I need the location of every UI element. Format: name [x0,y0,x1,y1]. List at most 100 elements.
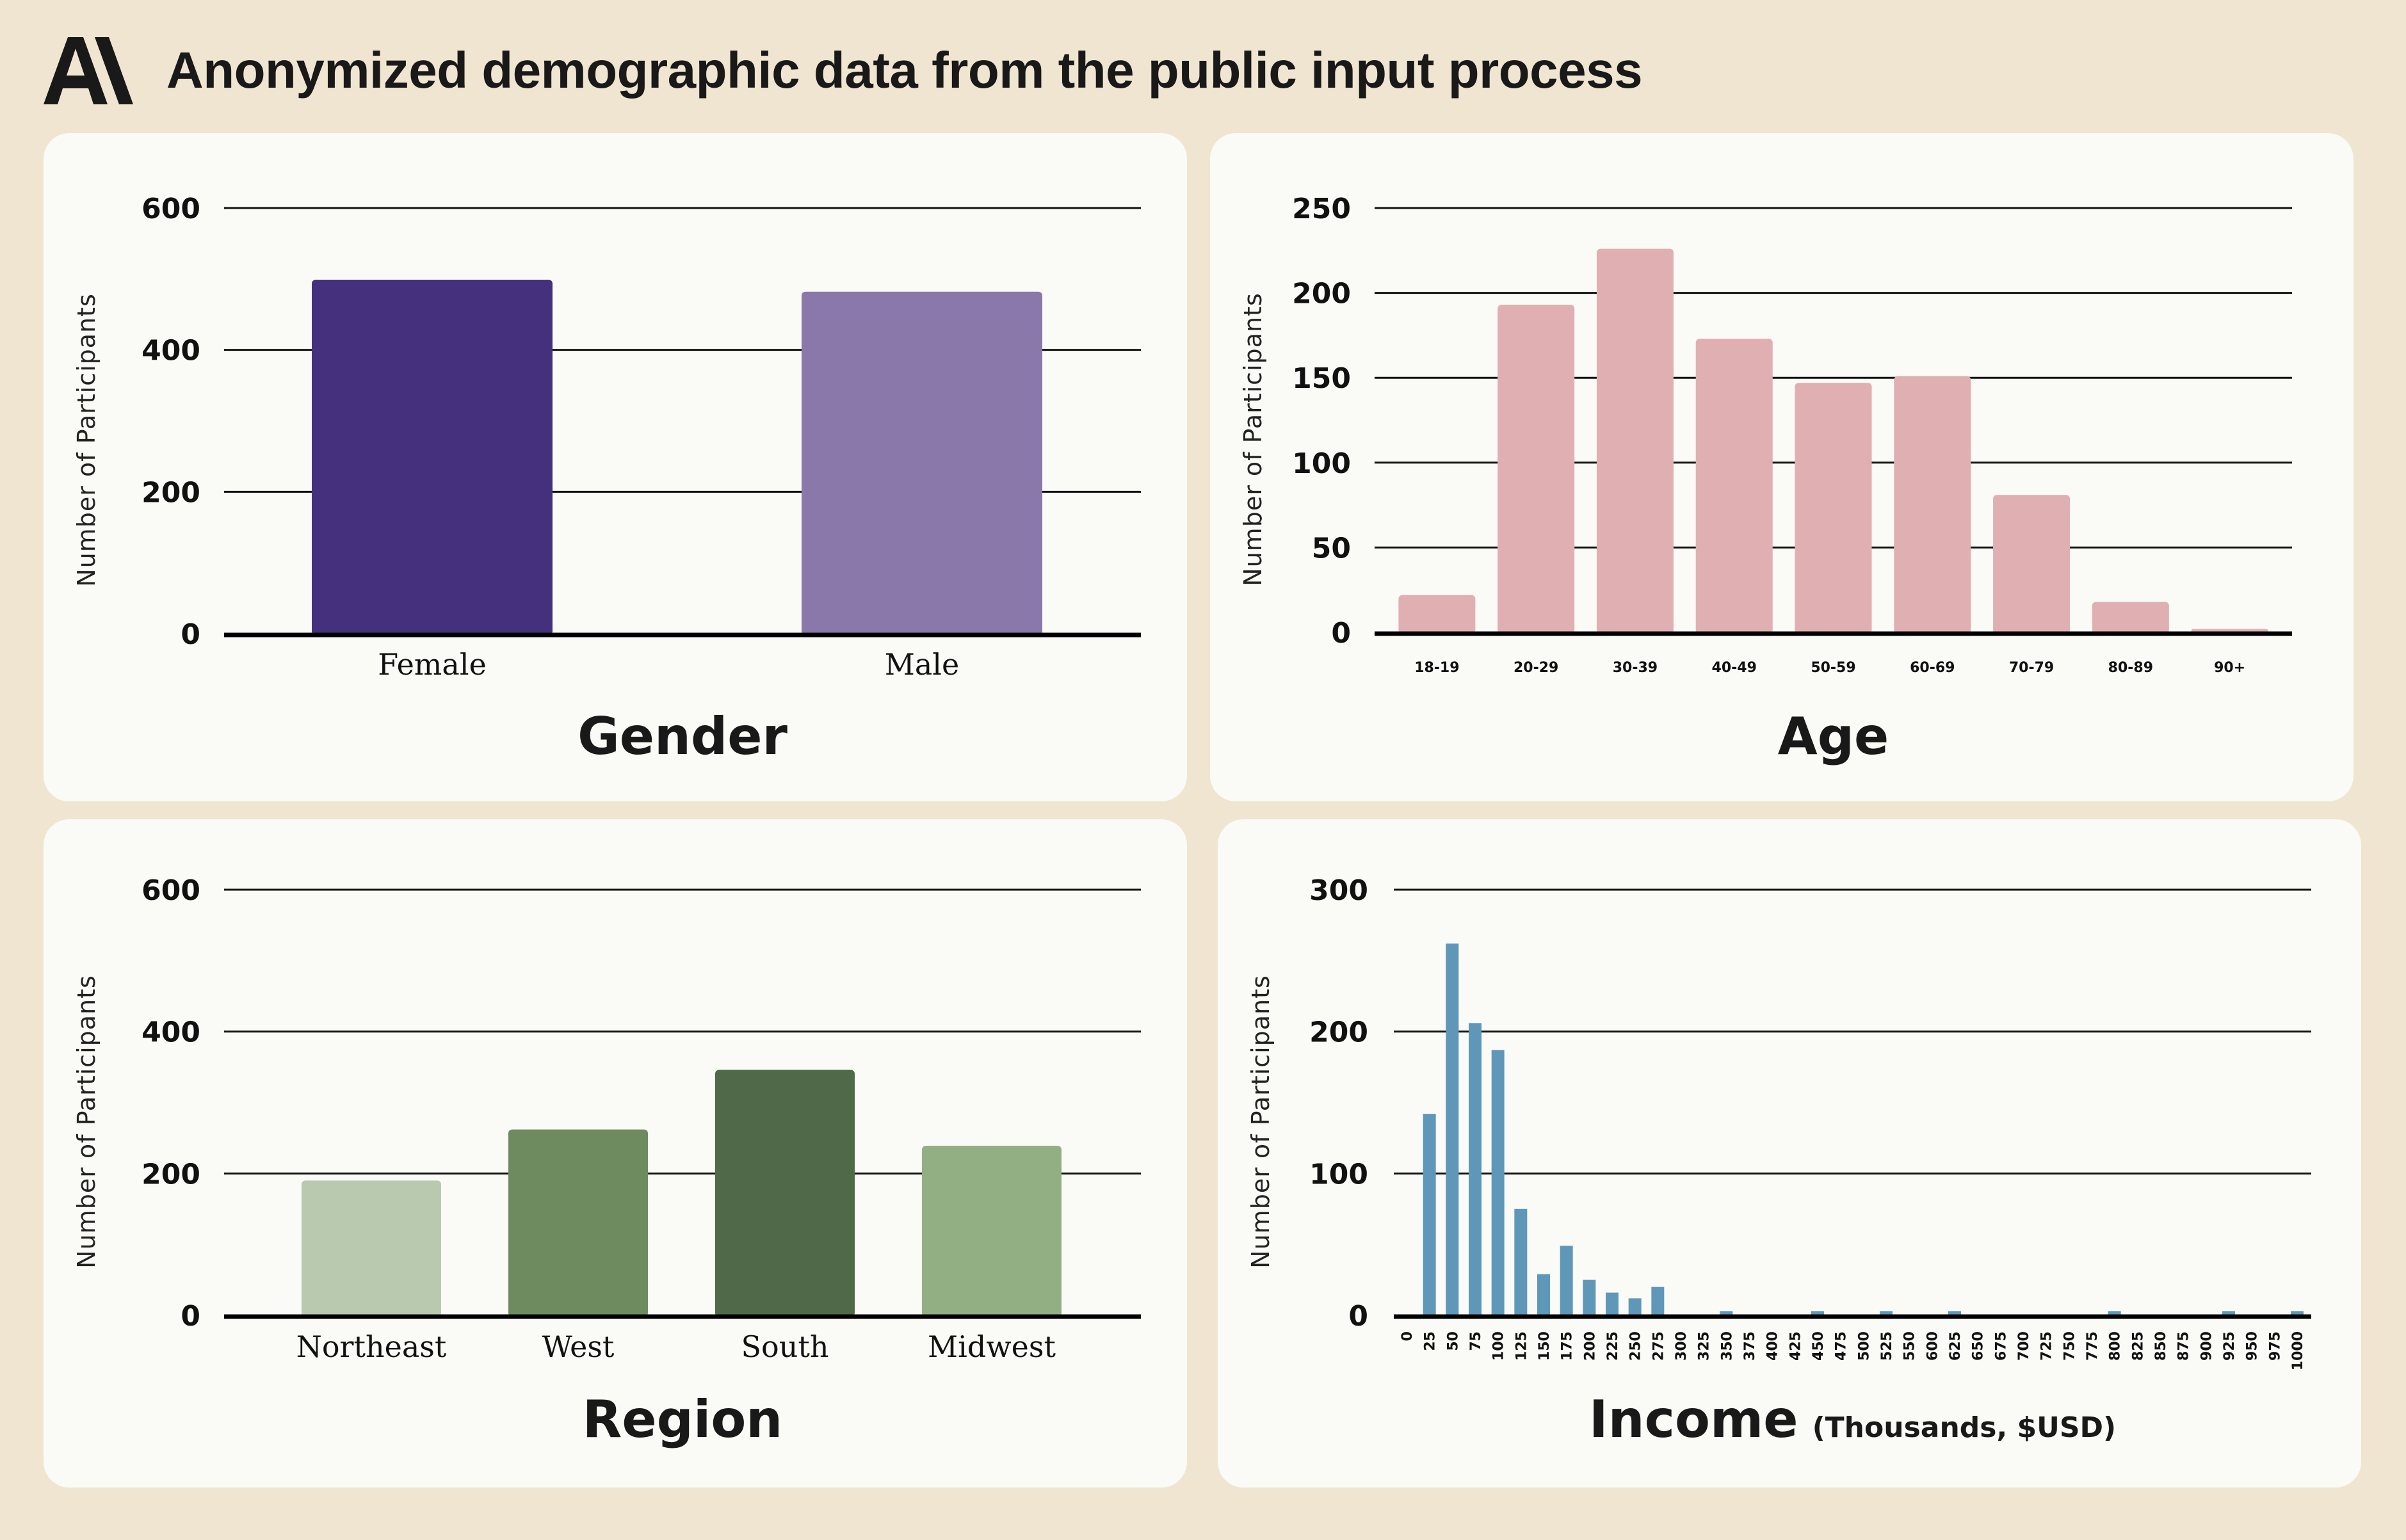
y-axis-label: Number of Participants [1239,293,1267,586]
y-tick-label: 200 [1309,1016,1368,1049]
x-tick-label: 225 [1605,1331,1621,1361]
x-tick-label: 40-49 [1712,660,1757,676]
chart-title: Region [583,1390,782,1449]
y-tick-label: 200 [141,476,200,509]
x-tick-label: 525 [1879,1331,1895,1361]
x-tick-label: 450 [1811,1331,1827,1361]
y-tick-label: 0 [1331,617,1351,650]
y-tick-label: 150 [1292,362,1351,395]
x-tick-label: 775 [2085,1331,2101,1361]
x-tick-label: 300 [1674,1331,1690,1361]
bar-income-150 [1537,1274,1550,1317]
bar-income-525 [1880,1311,1893,1317]
bar-income-275 [1651,1287,1665,1317]
x-tick-label: 0 [1400,1331,1416,1341]
income-chart-panel: 0 100 200 300 Number of Participants 0 25 50 75 1… [1218,819,2361,1488]
y-tick-label: 200 [1292,278,1351,310]
x-tick-label: 475 [1834,1331,1850,1361]
bar-gender-male [802,291,1042,635]
x-tick-label: 60-69 [1910,660,1955,676]
bar-income-250 [1628,1298,1642,1317]
bar-region-midwest [922,1146,1062,1317]
bar-income-100 [1491,1050,1505,1317]
y-tick-label: 300 [1309,874,1368,907]
bar-region-south [715,1070,855,1317]
x-tick-label: 900 [2199,1331,2215,1361]
bar-income-800 [2108,1311,2121,1317]
bar-income-125 [1514,1208,1528,1317]
bar-income-25 [1423,1114,1436,1317]
bar-age-60-69 [1894,376,1971,634]
x-tick-label: 50-59 [1811,660,1855,676]
x-tick-label: 850 [2153,1331,2169,1361]
bar-income-350 [1720,1311,1733,1317]
x-tick-label: Midwest [928,1329,1056,1364]
y-axis-label: Number of Participants [1247,975,1275,1269]
page-title: Anonymized demographic data from the pub… [166,42,1643,99]
y-tick-label: 100 [1309,1158,1368,1191]
x-tick-label: 650 [1971,1331,1987,1361]
y-tick-label: 50 [1312,532,1351,565]
x-tick-label: 400 [1765,1331,1781,1361]
y-axis-label: Number of Participants [72,975,101,1269]
gender-chart-panel: 0 200 400 600 Number of Participants Female Ma… [44,133,1187,801]
header: Anonymized demographic data from the pub… [44,32,1643,109]
bar-age-18-19 [1398,595,1476,634]
y-tick-label: 600 [141,874,200,907]
x-tick-label: South [741,1329,829,1364]
bar-income-450 [1811,1311,1824,1317]
bar-age-30-39 [1596,248,1674,634]
x-tick-label: 80-89 [2108,660,2153,676]
x-tick-label: 150 [1537,1331,1553,1361]
x-tick-label: 825 [2130,1331,2146,1361]
bar-region-west [508,1129,648,1317]
x-tick-label: 625 [1948,1331,1964,1361]
y-tick-label: 400 [141,1016,200,1049]
y-tick-label: 0 [181,618,200,651]
x-tick-label: 325 [1697,1331,1713,1361]
bar-age-20-29 [1498,305,1575,634]
x-tick-label: 800 [2108,1331,2124,1361]
x-tick-label: 100 [1491,1331,1507,1361]
x-tick-label: West [542,1329,615,1364]
y-tick-label: 250 [1292,193,1351,225]
x-tick-label: 90+ [2214,660,2245,676]
x-tick-label: 200 [1582,1331,1598,1361]
bar-income-925 [2222,1311,2235,1317]
x-tick-label: 20-29 [1514,660,1558,676]
bar-income-50 [1446,943,1459,1317]
bar-age-50-59 [1795,383,1872,634]
chart-title: Gender [577,707,787,766]
x-tick-label: 75 [1468,1331,1484,1351]
x-tick-label: 1000 [2290,1331,2306,1370]
bar-income-75 [1469,1023,1482,1317]
x-tick-label: 125 [1514,1331,1530,1361]
x-tick-label: 425 [1788,1331,1804,1361]
y-axis-label: Number of Participants [72,293,101,587]
bar-income-225 [1606,1292,1619,1317]
x-tick-label: Female [378,647,487,682]
region-chart-panel: 0 200 400 600 Number of Participants Northeas… [44,819,1187,1488]
x-tick-label: Northeast [296,1329,447,1364]
x-tick-label: 950 [2245,1331,2261,1361]
bar-age-80-89 [2092,602,2169,634]
x-tick-label: 675 [1993,1331,2009,1361]
x-tick-label: 250 [1628,1331,1644,1361]
y-tick-label: 400 [141,335,200,367]
x-tick-label: 975 [2267,1331,2283,1361]
x-tick-label: 725 [2039,1331,2055,1361]
chart-title-text: Region [583,1390,782,1449]
region-chart: 0 200 400 600 Number of Participants Northeas… [72,874,1141,1449]
x-tick-label: 70-79 [2009,660,2054,676]
y-tick-label: 200 [141,1158,200,1191]
bar-region-northeast [302,1180,441,1317]
y-tick-label: 0 [1348,1300,1368,1333]
bar-age-40-49 [1695,339,1773,634]
x-tick-label: 30-39 [1613,660,1658,676]
x-tick-label: 175 [1560,1331,1576,1361]
bar-gender-female [312,279,553,635]
x-tick-label: 375 [1742,1331,1758,1361]
y-tick-label: 100 [1292,447,1351,480]
income-chart: 0 100 200 300 Number of Participants 0 25 50 75 1… [1247,874,2311,1449]
anthropic-logo-icon [44,36,133,104]
